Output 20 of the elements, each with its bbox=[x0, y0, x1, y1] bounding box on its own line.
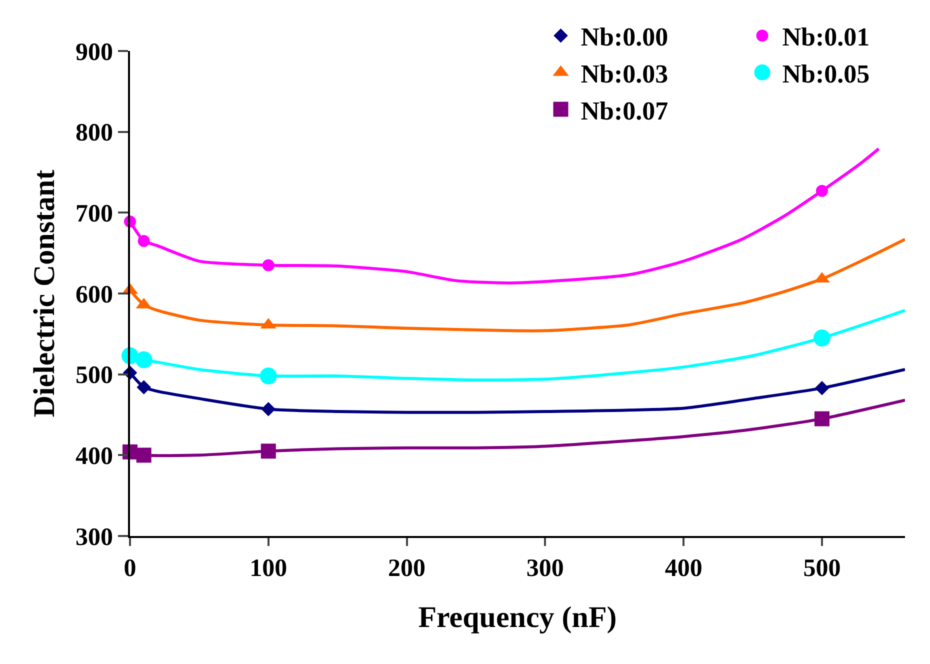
legend-label: Nb:0.01 bbox=[782, 22, 870, 52]
legend-label: Nb:0.03 bbox=[580, 60, 668, 89]
x-axis-title: Frequency (nF) bbox=[418, 601, 617, 634]
y-tick-label: 400 bbox=[76, 442, 113, 470]
x-tick-label: 0 bbox=[124, 555, 136, 582]
legend-label: Nb:0.00 bbox=[580, 22, 668, 52]
y-tick-label: 900 bbox=[76, 38, 113, 66]
y-tick-label: 600 bbox=[76, 281, 113, 308]
x-tick-label: 400 bbox=[664, 555, 702, 582]
x-tick-label: 500 bbox=[803, 555, 841, 582]
y-axis-title: Dielectric Constant bbox=[28, 170, 61, 418]
y-tick-label: 700 bbox=[76, 200, 113, 228]
x-tick-label: 100 bbox=[250, 555, 288, 582]
y-tick-label: 500 bbox=[76, 362, 113, 390]
x-tick-label: 200 bbox=[388, 555, 426, 582]
y-tick-label: 800 bbox=[76, 120, 113, 147]
legend-label: Nb:0.07 bbox=[580, 96, 668, 126]
y-tick-label: 300 bbox=[76, 524, 113, 551]
x-tick-label: 300 bbox=[526, 555, 564, 582]
legend-label: Nb:0.05 bbox=[782, 60, 870, 89]
